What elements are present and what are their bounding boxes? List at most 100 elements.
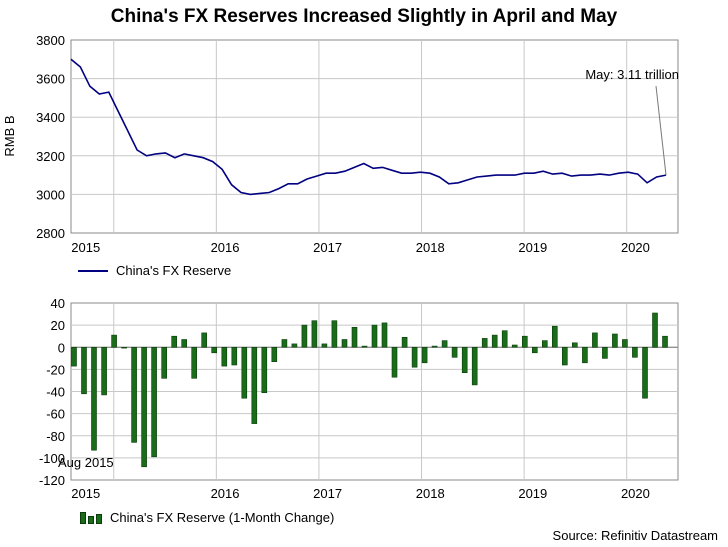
change-bar xyxy=(341,339,348,348)
change-bar xyxy=(321,343,328,348)
change-bar xyxy=(652,312,658,348)
change-bar xyxy=(602,346,608,359)
change-bar xyxy=(371,324,378,348)
y-tick-label: 3200 xyxy=(36,149,65,164)
change-bar xyxy=(171,335,177,348)
change-bar xyxy=(211,346,217,354)
change-bar xyxy=(111,334,117,348)
change-bar xyxy=(251,346,258,424)
plot-frame xyxy=(70,302,679,481)
change-bar xyxy=(451,346,458,358)
change-bar xyxy=(221,346,228,367)
change-bar xyxy=(141,346,147,468)
change-bar xyxy=(131,346,137,443)
change-bar xyxy=(161,346,167,379)
change-bar xyxy=(531,346,538,354)
change-bar xyxy=(101,346,107,396)
change-bar xyxy=(71,346,77,367)
x-tick-label: 2018 xyxy=(416,486,445,501)
y-tick-label: 20 xyxy=(51,318,65,333)
change-bar xyxy=(91,346,97,451)
annotation-label: Aug 2015 xyxy=(58,455,114,470)
change-bar xyxy=(201,332,207,348)
change-bar xyxy=(361,345,368,348)
x-tick-label: 2016 xyxy=(211,240,240,255)
change-bar xyxy=(431,345,438,348)
change-bar xyxy=(612,333,618,348)
y-axis-label: RMB B xyxy=(2,115,17,156)
change-bar xyxy=(301,324,308,348)
chart-title: China's FX Reserves Increased Slightly i… xyxy=(110,6,618,27)
change-bar xyxy=(401,336,408,348)
change-bar xyxy=(471,346,478,386)
y-tick-label: 2800 xyxy=(36,226,65,241)
change-bar xyxy=(391,346,398,378)
change-bar xyxy=(151,346,157,458)
change-bar xyxy=(561,346,568,366)
change-bar xyxy=(551,325,558,348)
change-bar xyxy=(311,320,318,348)
y-tick-label: -20 xyxy=(46,362,65,377)
change-bar xyxy=(592,332,598,348)
annotation-label: May: 3.11 trillion xyxy=(585,67,679,82)
x-tick-label: 2019 xyxy=(518,486,547,501)
change-bar xyxy=(271,346,278,362)
annotation-pointer xyxy=(655,85,667,176)
line-legend-label: China's FX Reserve xyxy=(116,263,232,278)
change-bar xyxy=(181,339,187,348)
x-tick-label: 2017 xyxy=(313,486,342,501)
source-note: Source: Refinitiv Datastream xyxy=(552,528,718,543)
change-bar xyxy=(411,346,418,368)
y-tick-label: 0 xyxy=(58,340,65,355)
y-tick-label: -100 xyxy=(39,451,65,466)
change-bar xyxy=(261,346,268,393)
change-bar xyxy=(421,346,428,364)
change-bar xyxy=(511,344,518,348)
change-bar xyxy=(662,335,668,348)
bar-legend: China's FX Reserve (1-Month Change) xyxy=(80,510,334,525)
change-bar xyxy=(231,346,238,366)
change-bar xyxy=(281,339,288,348)
y-tick-label: 3600 xyxy=(36,72,65,87)
x-tick-label: 2020 xyxy=(621,486,650,501)
change-bar xyxy=(121,346,127,349)
change-bar xyxy=(571,342,578,348)
bar-legend-swatch xyxy=(80,511,102,524)
change-bar xyxy=(481,338,488,348)
change-bar xyxy=(461,346,468,373)
change-bar xyxy=(521,335,528,348)
x-tick-label: 2016 xyxy=(211,486,240,501)
change-bar xyxy=(441,340,448,348)
change-bar xyxy=(241,346,248,399)
fx-reserve-line-chart: 2800 3000 3200 3400 3600 3800 2015 2016 2017 2018… xyxy=(2,33,679,255)
y-tick-label: 3800 xyxy=(36,33,65,48)
y-tick-label: -40 xyxy=(46,385,65,400)
x-tick-label: 2015 xyxy=(71,486,100,501)
change-bar xyxy=(191,346,197,379)
change-bar xyxy=(491,334,498,348)
x-tick-label: 2019 xyxy=(518,240,547,255)
plot-frame xyxy=(70,39,679,234)
change-bar xyxy=(381,322,388,348)
change-bar xyxy=(331,320,338,348)
x-tick-label: 2017 xyxy=(313,240,342,255)
change-bar xyxy=(632,346,638,358)
change-bar xyxy=(582,346,588,364)
y-tick-label: 3000 xyxy=(36,187,65,202)
change-bar xyxy=(501,330,508,348)
change-bar xyxy=(622,339,628,348)
y-tick-label: 3400 xyxy=(36,110,65,125)
change-bar xyxy=(642,346,648,399)
change-bar xyxy=(541,340,548,348)
change-bar xyxy=(291,343,298,348)
fx-reserve-series-line xyxy=(70,58,667,196)
x-tick-label: 2020 xyxy=(621,240,650,255)
y-tick-label: -80 xyxy=(46,429,65,444)
x-tick-label: 2015 xyxy=(71,240,100,255)
line-legend-swatch xyxy=(78,269,108,272)
bar-legend-label: China's FX Reserve (1-Month Change) xyxy=(110,510,335,525)
change-bar xyxy=(81,346,87,395)
y-tick-label: -120 xyxy=(39,473,65,488)
line-legend: China's FX Reserve xyxy=(78,263,231,278)
y-tick-label: -60 xyxy=(46,407,65,422)
